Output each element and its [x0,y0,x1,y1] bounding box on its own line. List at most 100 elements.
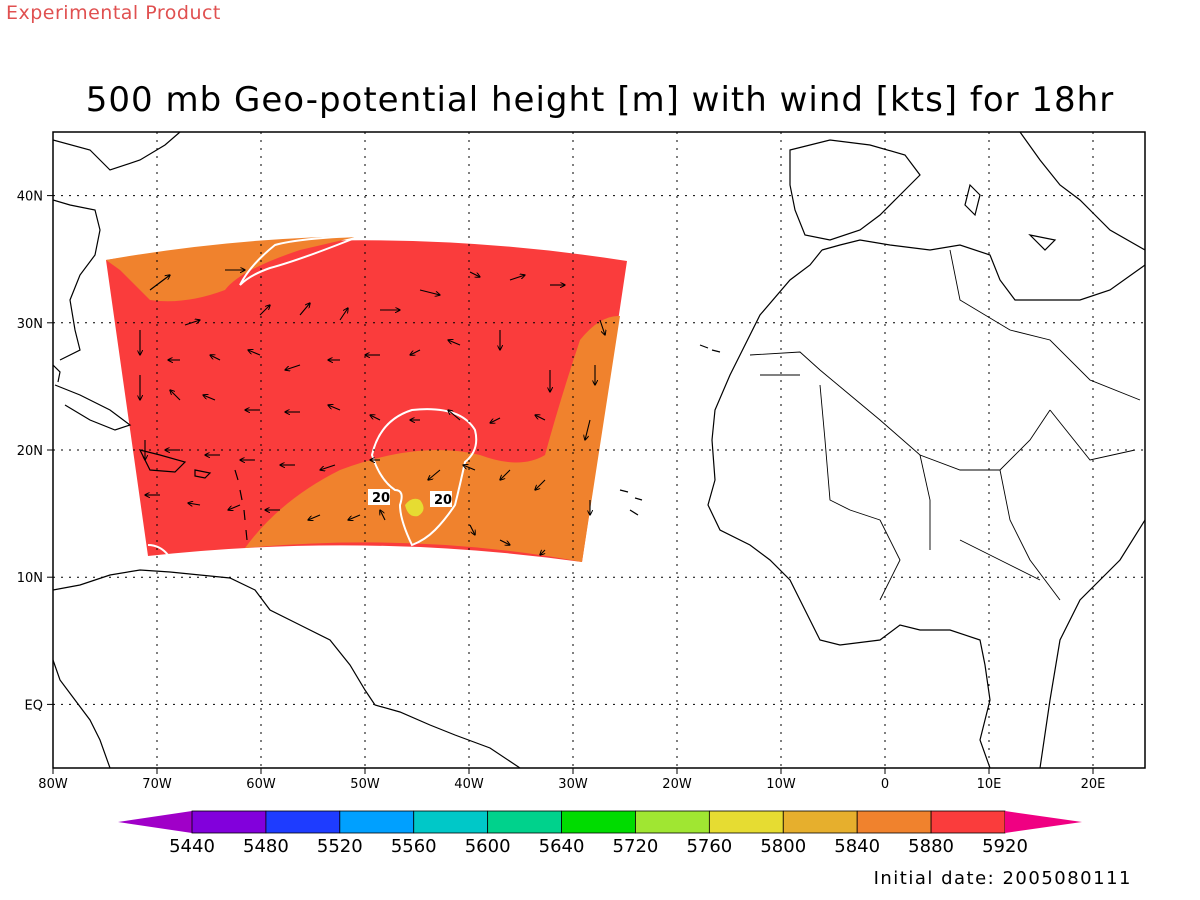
wind-vectors [140,270,605,555]
colorbar-label: 5640 [539,836,585,857]
axis-ticks [47,195,1094,774]
lat-tick-label: 30N [17,317,43,332]
colorbar-left-arrow [118,811,192,833]
lon-tick-label: 40W [454,777,484,792]
wind-contour-center [370,408,478,547]
height-domain-west-band [106,236,360,302]
wind-arrow [170,390,181,401]
wind-arrow [184,320,200,326]
iberia-coast [789,139,921,241]
colorbar-label: 5760 [686,836,732,857]
central-america-coast [53,659,111,768]
canary-islands [699,344,721,353]
hispaniola-coast [138,449,212,479]
contour-label-west: 20 [372,491,390,506]
contour-labels: 20 20 [368,489,452,508]
wind-arrow [509,275,525,281]
wind-arrow [490,417,501,423]
wind-arrow [500,469,511,480]
wind-arrow [320,464,336,470]
colorbar-label: 5880 [908,836,954,857]
wind-arrow [499,539,510,545]
lon-tick-label: 10W [766,777,796,792]
colorbar-label: 5800 [760,836,806,857]
colorbar-swatch [339,810,415,834]
wind-arrow [380,510,386,521]
mediterranean-islands [964,183,1057,251]
wind-arrow [210,355,221,361]
wind-arrow [540,550,545,555]
height-field [106,235,627,562]
africa-borders [749,249,1141,601]
wind-arrow [448,340,461,346]
cape-verde [619,489,643,516]
lon-tick-label: 80W [38,777,68,792]
map-title: 500 mb Geo-potential height [m] with win… [85,80,1115,120]
wind-arrow [535,479,546,490]
south-america-coast [53,569,521,768]
colorbar-label: 5720 [613,836,659,857]
lat-tick-label: 40N [17,190,43,205]
lat-tick-label: EQ [25,698,43,713]
wind-arrow [228,504,241,510]
lat-tick-label: 10N [17,571,43,586]
colorbar-swatch [487,810,562,834]
axis-labels: 80W 70W 60W 50W 40W 30W 20W 10W 0 10E 20E EQ 10N 20N 3… [17,190,1106,792]
wind-arrow [248,350,261,356]
colorbar-swatch [413,810,489,834]
colorbar-swatch [708,810,784,834]
colorbar-label: 5480 [243,836,289,857]
wind-arrow [599,319,605,335]
north-america-coast [53,132,181,383]
colorbar-label: 5520 [317,836,363,857]
wind-arrow [328,405,341,411]
lon-tick-label: 10E [977,777,1002,792]
wind-arrow [339,308,348,321]
wind-arrow [410,349,421,355]
wind-contour-north [239,235,361,286]
lesser-antilles [234,469,248,541]
wind-arrow [285,364,301,370]
wind-arrow [348,514,361,520]
colorbar-right-arrow [1005,811,1082,833]
colorbar-swatch [856,810,932,834]
wind-arrow [585,419,591,440]
height-core [405,498,424,517]
wind-arrow [535,415,546,421]
product-tag: Experimental Product [6,2,221,24]
wind-arrow [149,275,170,291]
coastlines [53,132,1145,768]
wind-arrow [259,305,270,316]
wind-arrow [419,289,440,295]
initial-date: Initial date: 2005080111 [873,868,1132,889]
wind-arrow [299,303,310,316]
colorbar-swatch [635,810,710,834]
contour-label-east: 20 [434,493,452,508]
lat-tick-label: 20N [17,444,43,459]
lon-tick-label: 70W [142,777,172,792]
colorbar-swatch [930,810,1006,834]
wind-arrow [463,465,476,471]
wind-arrow [203,395,216,401]
lon-tick-label: 20W [662,777,692,792]
wind-arrow [308,514,321,520]
italy-coast [1019,132,1145,251]
africa-coast [707,239,1145,768]
wind-arrow [448,410,461,421]
wind-arrow [370,415,381,421]
cuba-coast [54,384,132,431]
colorbar-swatch [265,810,341,834]
colorbar-label: 5920 [982,836,1028,857]
lon-tick-label: 50W [350,777,380,792]
wind-contour-west [147,544,169,556]
wind-arrow [428,469,441,480]
wind-arrow [469,271,480,277]
colorbar-swatch [191,810,267,834]
gridlines [53,132,1145,768]
colorbar: 5440 5480 5520 5560 5600 5640 5720 5760 5800 5840… [118,810,1082,857]
colorbar-swatch [782,810,858,834]
colorbar-label: 5560 [391,836,437,857]
colorbar-swatch [561,810,636,834]
lon-tick-label: 30W [558,777,588,792]
